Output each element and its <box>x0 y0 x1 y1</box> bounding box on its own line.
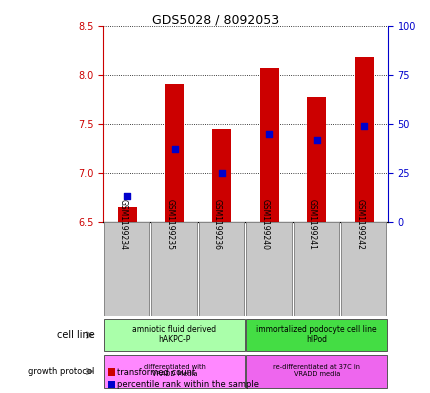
Bar <box>104 320 245 351</box>
Text: differentiated with
VRADD Media: differentiated with VRADD Media <box>143 364 205 377</box>
Point <box>265 130 272 137</box>
Bar <box>246 355 387 388</box>
Text: re-differentiated at 37C in
VRADD media: re-differentiated at 37C in VRADD media <box>273 364 359 377</box>
Text: percentile rank within the sample: percentile rank within the sample <box>117 380 258 389</box>
Text: GSM1199240: GSM1199240 <box>260 199 269 250</box>
Bar <box>340 222 386 316</box>
Bar <box>151 222 197 316</box>
Point <box>218 170 225 176</box>
Text: amniotic fluid derived
hAKPC-P: amniotic fluid derived hAKPC-P <box>132 325 216 344</box>
Bar <box>246 222 291 316</box>
Bar <box>198 222 244 316</box>
Bar <box>104 355 245 388</box>
Text: immortalized podocyte cell line
hIPod: immortalized podocyte cell line hIPod <box>256 325 376 344</box>
Bar <box>307 97 326 222</box>
Text: cell line: cell line <box>57 330 95 340</box>
Text: GSM1199235: GSM1199235 <box>165 199 174 250</box>
Text: transformed count: transformed count <box>117 367 195 376</box>
Text: growth protocol: growth protocol <box>28 367 95 376</box>
Bar <box>165 84 184 222</box>
Bar <box>293 222 338 316</box>
Bar <box>117 207 136 222</box>
Text: GDS5028 / 8092053: GDS5028 / 8092053 <box>152 14 278 27</box>
Text: GSM1199236: GSM1199236 <box>212 199 221 250</box>
Text: GSM1199241: GSM1199241 <box>307 199 316 250</box>
Point <box>123 193 130 200</box>
Point <box>313 136 319 143</box>
Bar <box>108 381 114 388</box>
Bar <box>354 57 373 222</box>
Point <box>360 123 367 129</box>
Bar <box>212 129 231 222</box>
Bar <box>104 222 149 316</box>
Text: GSM1199234: GSM1199234 <box>118 199 127 250</box>
Text: GSM1199242: GSM1199242 <box>354 199 363 250</box>
Bar <box>246 320 387 351</box>
Bar <box>108 369 114 376</box>
Point <box>171 146 178 152</box>
Bar <box>259 68 278 222</box>
